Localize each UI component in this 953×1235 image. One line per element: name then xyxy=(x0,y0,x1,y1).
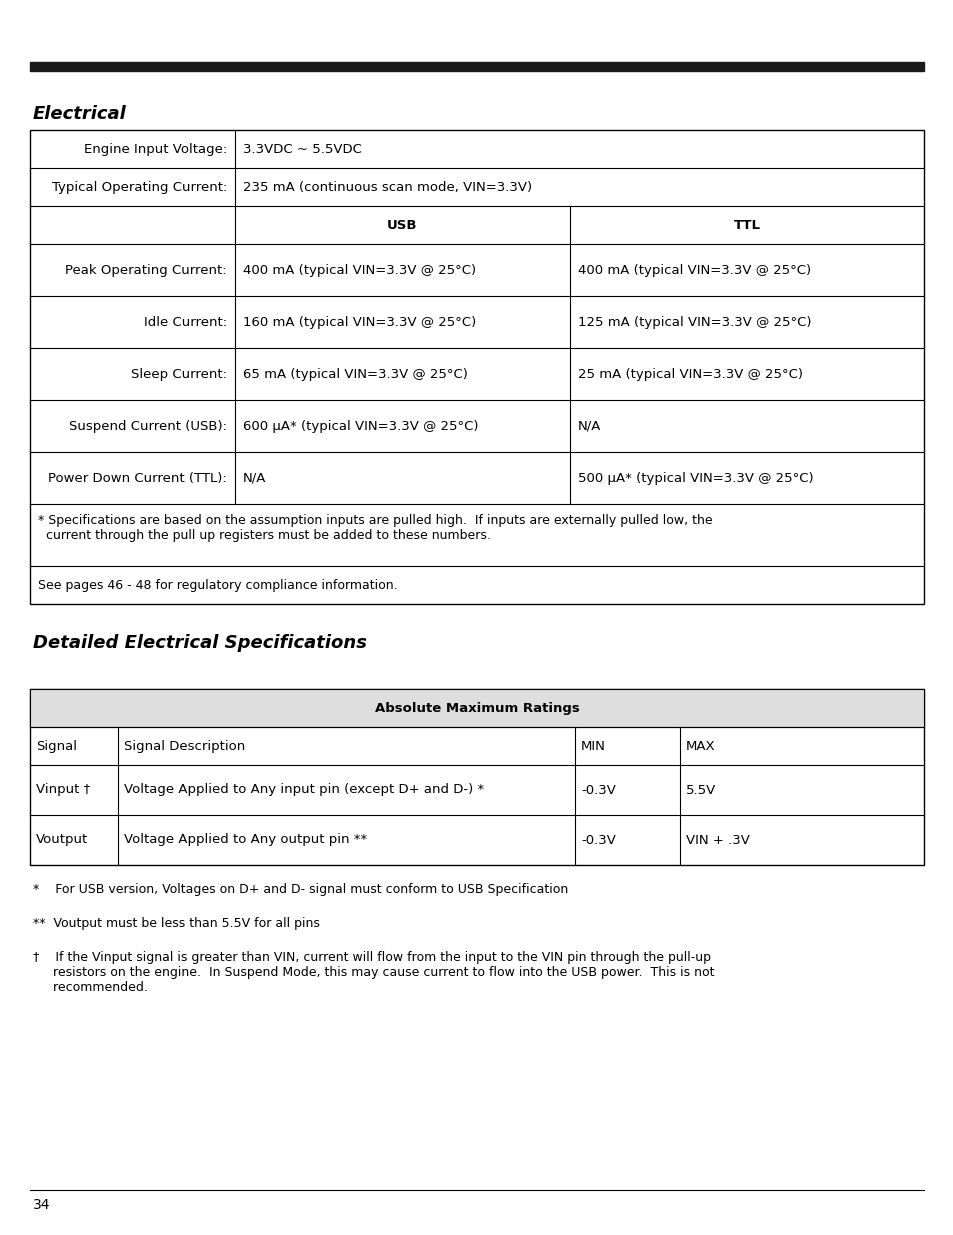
Text: MAX: MAX xyxy=(685,740,715,752)
Text: Voltage Applied to Any input pin (except D+ and D-) *: Voltage Applied to Any input pin (except… xyxy=(124,783,484,797)
Text: 600 μA* (typical VIN=3.3V @ 25°C): 600 μA* (typical VIN=3.3V @ 25°C) xyxy=(243,420,478,432)
Bar xyxy=(30,689,923,864)
Text: USB: USB xyxy=(387,219,417,231)
Text: 34: 34 xyxy=(33,1198,51,1212)
Text: Power Down Current (TTL):: Power Down Current (TTL): xyxy=(49,472,227,484)
Text: Peak Operating Current:: Peak Operating Current: xyxy=(66,263,227,277)
Text: Voutput: Voutput xyxy=(36,834,89,846)
Text: MIN: MIN xyxy=(580,740,605,752)
Text: 3.3VDC ~ 5.5VDC: 3.3VDC ~ 5.5VDC xyxy=(243,142,361,156)
Text: N/A: N/A xyxy=(243,472,266,484)
Text: VIN + .3V: VIN + .3V xyxy=(685,834,749,846)
Text: 65 mA (typical VIN=3.3V @ 25°C): 65 mA (typical VIN=3.3V @ 25°C) xyxy=(243,368,467,380)
Text: Engine Input Voltage:: Engine Input Voltage: xyxy=(84,142,227,156)
Text: 160 mA (typical VIN=3.3V @ 25°C): 160 mA (typical VIN=3.3V @ 25°C) xyxy=(243,315,476,329)
Text: TTL: TTL xyxy=(733,219,760,231)
Text: 235 mA (continuous scan mode, VIN=3.3V): 235 mA (continuous scan mode, VIN=3.3V) xyxy=(243,180,532,194)
Text: Absolute Maximum Ratings: Absolute Maximum Ratings xyxy=(375,701,578,715)
Text: 400 mA (typical VIN=3.3V @ 25°C): 400 mA (typical VIN=3.3V @ 25°C) xyxy=(578,263,810,277)
Text: *    For USB version, Voltages on D+ and D- signal must conform to USB Specifica: * For USB version, Voltages on D+ and D-… xyxy=(33,883,568,897)
Text: Signal Description: Signal Description xyxy=(124,740,245,752)
Text: Electrical: Electrical xyxy=(33,105,127,124)
Text: Vinput †: Vinput † xyxy=(36,783,91,797)
Text: 125 mA (typical VIN=3.3V @ 25°C): 125 mA (typical VIN=3.3V @ 25°C) xyxy=(578,315,811,329)
Text: Suspend Current (USB):: Suspend Current (USB): xyxy=(69,420,227,432)
Text: See pages 46 - 48 for regulatory compliance information.: See pages 46 - 48 for regulatory complia… xyxy=(38,578,397,592)
Text: Idle Current:: Idle Current: xyxy=(144,315,227,329)
Text: †    If the Vinput signal is greater than VIN, current will flow from the input : † If the Vinput signal is greater than V… xyxy=(33,951,714,994)
Text: Voltage Applied to Any output pin **: Voltage Applied to Any output pin ** xyxy=(124,834,367,846)
Text: N/A: N/A xyxy=(578,420,600,432)
Text: 500 μA* (typical VIN=3.3V @ 25°C): 500 μA* (typical VIN=3.3V @ 25°C) xyxy=(578,472,813,484)
Bar xyxy=(30,62,923,70)
Text: -0.3V: -0.3V xyxy=(580,783,616,797)
Text: Sleep Current:: Sleep Current: xyxy=(131,368,227,380)
Bar xyxy=(30,689,923,727)
Text: Typical Operating Current:: Typical Operating Current: xyxy=(51,180,227,194)
Text: **  Voutput must be less than 5.5V for all pins: ** Voutput must be less than 5.5V for al… xyxy=(33,918,319,930)
Text: Signal: Signal xyxy=(36,740,77,752)
Text: Detailed Electrical Specifications: Detailed Electrical Specifications xyxy=(33,634,367,652)
Text: 5.5V: 5.5V xyxy=(685,783,716,797)
Text: * Specifications are based on the assumption inputs are pulled high.  If inputs : * Specifications are based on the assump… xyxy=(38,514,712,542)
Text: 400 mA (typical VIN=3.3V @ 25°C): 400 mA (typical VIN=3.3V @ 25°C) xyxy=(243,263,476,277)
Text: -0.3V: -0.3V xyxy=(580,834,616,846)
Text: 25 mA (typical VIN=3.3V @ 25°C): 25 mA (typical VIN=3.3V @ 25°C) xyxy=(578,368,802,380)
Bar xyxy=(30,130,923,604)
